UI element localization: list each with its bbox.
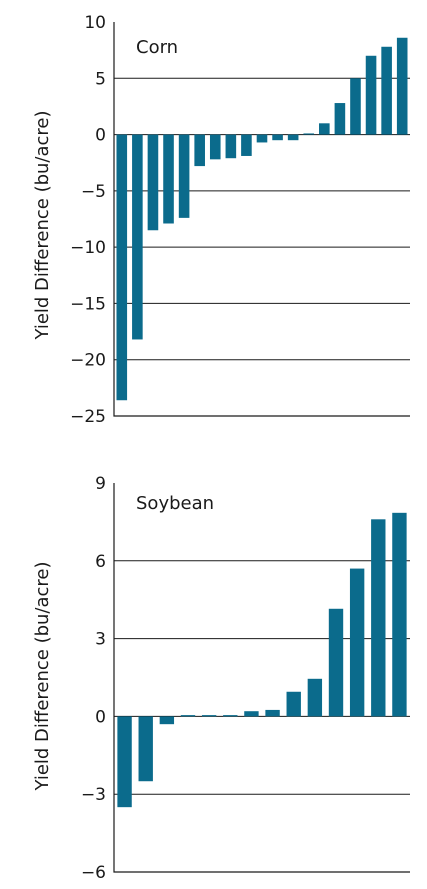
corn-gridlines: [113, 22, 410, 417]
corn-y-tick-label: 10: [84, 13, 106, 33]
corn-y-tick-label: 0: [95, 126, 106, 146]
soybean-bar: [159, 716, 175, 725]
corn-bar: [365, 55, 377, 135]
corn-y-tick-labels: 10 5 0 −5 −10 −15 −20 −25: [70, 13, 106, 427]
corn-y-tick-label: 5: [95, 69, 106, 89]
corn-bar: [132, 134, 143, 340]
soybean-bar: [392, 512, 407, 717]
soybean-panel: 9 6 3 0 −3 −6 Soybean Yield Difference (bu/ac…: [32, 474, 410, 883]
soybean-y-tick-label: 6: [95, 552, 106, 572]
corn-bar: [272, 134, 283, 141]
soybean-bar: [244, 711, 259, 717]
corn-panel-title: Corn: [136, 37, 178, 58]
corn-bar: [350, 78, 361, 135]
soybean-bars: [117, 512, 407, 808]
soybean-y-axis-title: Yield Difference (bu/acre): [32, 561, 53, 791]
soybean-bar: [201, 715, 217, 717]
soybean-y-tick-label: 0: [95, 707, 106, 727]
corn-bar: [334, 103, 346, 135]
corn-y-tick-label: −5: [81, 182, 106, 202]
soybean-bar: [265, 709, 280, 717]
corn-panel: 10 5 0 −5 −10 −15 −20 −25 Corn Yield Difference…: [32, 13, 410, 427]
corn-bar: [163, 134, 174, 224]
corn-axis-frame: [113, 22, 410, 417]
corn-bar: [225, 134, 237, 159]
corn-bar: [116, 134, 128, 401]
soybean-y-tick-label: 3: [95, 630, 106, 650]
soybean-gridlines: [113, 483, 410, 873]
corn-y-tick-label: −25: [70, 407, 106, 427]
corn-y-tick-label: −20: [70, 351, 106, 371]
corn-bar: [256, 134, 268, 143]
corn-bar: [147, 134, 159, 231]
soybean-bar: [180, 715, 196, 717]
corn-y-tick-label: −15: [70, 294, 106, 314]
corn-bar: [241, 134, 252, 156]
corn-bar: [209, 134, 221, 160]
soybean-bar: [307, 678, 323, 717]
soybean-bar: [286, 691, 301, 717]
soybean-bar: [138, 716, 153, 782]
corn-bar: [319, 123, 330, 135]
soybean-bar: [349, 568, 365, 717]
soybean-y-tick-labels: 9 6 3 0 −3 −6: [81, 474, 106, 883]
corn-y-tick-label: −10: [70, 238, 106, 258]
corn-y-axis-title: Yield Difference (bu/acre): [32, 110, 53, 340]
soybean-bar: [117, 716, 132, 808]
soybean-y-tick-label: 9: [95, 474, 106, 494]
soybean-bar: [328, 608, 344, 717]
corn-bar: [178, 134, 190, 218]
corn-bar: [381, 46, 392, 135]
corn-bar: [194, 134, 205, 167]
soybean-bar: [371, 519, 386, 717]
soybean-bar: [223, 715, 238, 717]
corn-bars: [116, 37, 408, 401]
soybean-y-tick-label: −6: [81, 863, 106, 883]
corn-bar: [396, 37, 408, 135]
soybean-axis-frame: [113, 483, 410, 873]
corn-bar: [287, 134, 299, 141]
soybean-panel-title: Soybean: [136, 493, 214, 514]
soybean-y-tick-label: −3: [81, 785, 106, 805]
corn-bar: [303, 133, 315, 135]
